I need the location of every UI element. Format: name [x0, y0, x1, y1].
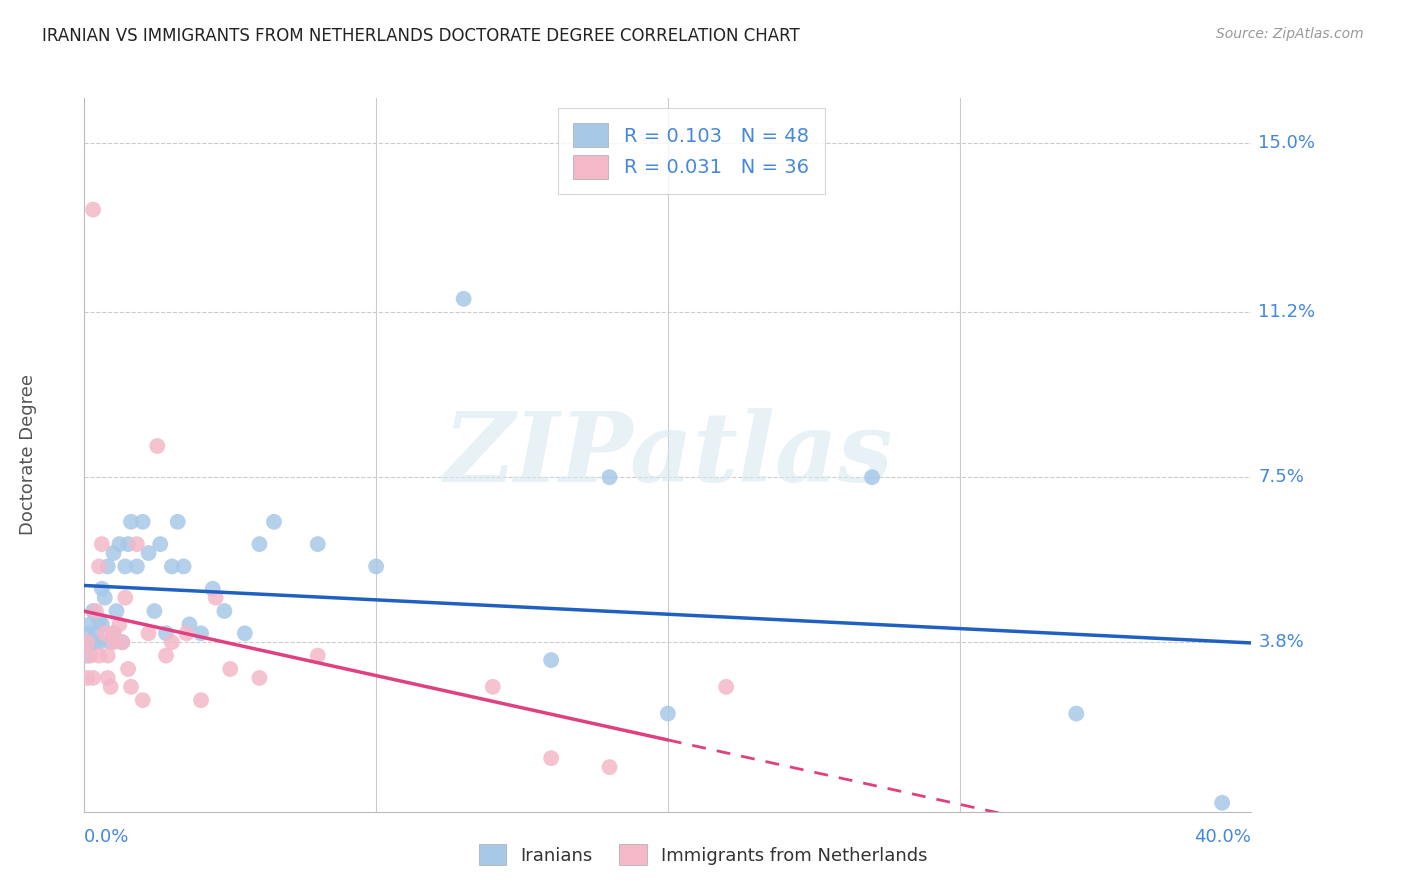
Point — [111, 635, 134, 649]
Point — [233, 626, 256, 640]
Text: Doctorate Degree: Doctorate Degree — [20, 375, 37, 535]
Point — [132, 515, 155, 529]
Point — [143, 604, 166, 618]
Point — [173, 559, 195, 574]
Point — [599, 760, 621, 774]
Point — [657, 706, 679, 721]
Text: 40.0%: 40.0% — [1195, 828, 1251, 846]
Point — [540, 751, 562, 765]
Point — [204, 591, 226, 605]
Point — [155, 626, 177, 640]
Point — [155, 648, 177, 663]
Text: Source: ZipAtlas.com: Source: ZipAtlas.com — [1216, 27, 1364, 41]
Point — [90, 582, 112, 596]
Point — [1066, 706, 1088, 721]
Point — [247, 537, 270, 551]
Point — [103, 546, 125, 560]
Point — [219, 662, 242, 676]
Point — [84, 635, 107, 649]
Point — [214, 604, 236, 618]
Point — [599, 470, 621, 484]
Point — [176, 626, 198, 640]
Point — [120, 680, 142, 694]
Text: 15.0%: 15.0% — [1258, 134, 1316, 152]
Point — [105, 604, 128, 618]
Point — [714, 680, 737, 694]
Point — [82, 671, 104, 685]
Point — [263, 515, 285, 529]
Point — [97, 671, 120, 685]
Point — [103, 635, 125, 649]
Point — [307, 537, 329, 551]
Point — [87, 635, 110, 649]
Point — [108, 617, 131, 632]
Point — [132, 693, 155, 707]
Point — [100, 680, 122, 694]
Point — [108, 537, 131, 551]
Point — [160, 559, 183, 574]
Point — [90, 617, 112, 632]
Point — [125, 537, 148, 551]
Point — [453, 292, 475, 306]
Point — [190, 693, 212, 707]
Point — [190, 626, 212, 640]
Text: IRANIAN VS IMMIGRANTS FROM NETHERLANDS DOCTORATE DEGREE CORRELATION CHART: IRANIAN VS IMMIGRANTS FROM NETHERLANDS D… — [42, 27, 800, 45]
Point — [87, 613, 110, 627]
Point — [87, 648, 110, 663]
Point — [76, 671, 98, 685]
Point — [111, 635, 134, 649]
Text: 7.5%: 7.5% — [1258, 468, 1305, 486]
Point — [114, 591, 136, 605]
Point — [146, 439, 169, 453]
Point — [84, 626, 107, 640]
Point — [179, 617, 201, 632]
Point — [79, 648, 101, 663]
Point — [79, 635, 101, 649]
Point — [100, 635, 122, 649]
Point — [117, 662, 139, 676]
Point — [125, 559, 148, 574]
Point — [82, 604, 104, 618]
Point — [540, 653, 562, 667]
Point — [82, 202, 104, 217]
Point — [103, 626, 125, 640]
Point — [76, 648, 98, 663]
Point — [149, 537, 172, 551]
Point — [87, 559, 110, 574]
Text: 0.0%: 0.0% — [84, 828, 129, 846]
Text: ZIPatlas: ZIPatlas — [443, 408, 893, 502]
Point — [79, 617, 101, 632]
Point — [138, 626, 160, 640]
Text: 11.2%: 11.2% — [1258, 303, 1316, 321]
Point — [97, 559, 120, 574]
Point — [76, 635, 98, 649]
Point — [307, 648, 329, 663]
Point — [84, 604, 107, 618]
Point — [860, 470, 883, 484]
Point — [120, 515, 142, 529]
Legend: Iranians, Immigrants from Netherlands: Iranians, Immigrants from Netherlands — [470, 835, 936, 874]
Point — [117, 537, 139, 551]
Point — [94, 591, 117, 605]
Point — [166, 515, 188, 529]
Point — [97, 648, 120, 663]
Point — [82, 635, 104, 649]
Point — [114, 559, 136, 574]
Point — [76, 626, 98, 640]
Point — [366, 559, 388, 574]
Point — [94, 626, 117, 640]
Point — [103, 626, 125, 640]
Point — [160, 635, 183, 649]
Point — [201, 582, 224, 596]
Point — [138, 546, 160, 560]
Point — [481, 680, 505, 694]
Point — [247, 671, 270, 685]
Point — [90, 537, 112, 551]
Point — [1211, 796, 1233, 810]
Text: 3.8%: 3.8% — [1258, 633, 1305, 651]
Legend: R = 0.103   N = 48, R = 0.031   N = 36: R = 0.103 N = 48, R = 0.031 N = 36 — [558, 108, 824, 194]
